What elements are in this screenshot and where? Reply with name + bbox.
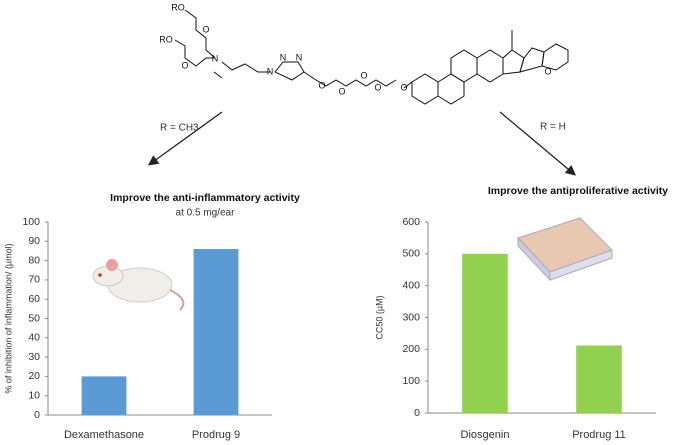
atom-label: RO	[159, 34, 173, 44]
atom-label: O	[544, 66, 551, 76]
y-tick-label: 40	[28, 332, 40, 344]
bar	[81, 376, 127, 415]
y-tick-label: 50	[28, 312, 40, 324]
arrow	[499, 111, 576, 176]
y-tick-label: 100	[22, 216, 40, 228]
y-tick-label: 400	[402, 279, 420, 291]
y-tick-label: 600	[402, 216, 420, 228]
atom-label: O	[338, 86, 345, 96]
atom-label: N	[280, 52, 287, 62]
arrow	[147, 111, 223, 166]
x-tick-label: Dexamethasone	[64, 429, 144, 441]
arrow-label: R = CH3	[160, 123, 199, 134]
y-tick-label: 80	[28, 254, 40, 266]
atom-label: O	[360, 70, 367, 80]
y-tick-label: 0	[414, 407, 420, 419]
y-tick-label: 300	[402, 311, 420, 323]
chart-subtitle: at 0.5 mg/ear	[176, 208, 236, 219]
y-tick-label: 30	[28, 351, 40, 363]
y-axis-label: % of inhibition of inflammation/ (µmol)	[3, 243, 13, 393]
bar	[193, 249, 239, 415]
x-tick-label: Prodrug 11	[572, 429, 626, 441]
y-tick-label: 90	[28, 235, 40, 247]
bar	[462, 253, 508, 413]
atom-label: O	[318, 80, 325, 90]
y-tick-label: 200	[402, 343, 420, 355]
mouse-icon	[92, 259, 185, 311]
y-tick-label: 100	[402, 375, 420, 387]
arrow-label: R = H	[540, 122, 566, 133]
y-tick-label: 0	[34, 409, 40, 421]
chart-title: Improve the antiproliferative activity	[488, 185, 668, 197]
chart-title: Improve the anti-inflammatory activity	[110, 192, 300, 204]
x-tick-label: Diosgenin	[461, 429, 510, 441]
y-axis-label: CC50 (µM)	[374, 295, 384, 339]
y-tick-label: 20	[28, 370, 40, 382]
atom-label: N	[296, 52, 303, 62]
y-tick-label: 10	[28, 389, 40, 401]
atom-label: O	[181, 60, 188, 70]
x-tick-label: Prodrug 9	[192, 429, 240, 441]
plate-icon	[517, 217, 613, 282]
atom-label: O	[400, 82, 407, 92]
bar	[576, 345, 622, 413]
y-tick-label: 70	[28, 274, 40, 286]
molecule-skeleton	[174, 9, 569, 105]
atom-label: O	[202, 24, 209, 34]
atom-label: N	[212, 53, 219, 63]
atom-label: O	[374, 82, 381, 92]
atom-label: N	[267, 66, 274, 76]
atom-label: RO	[171, 2, 185, 12]
y-tick-label: 60	[28, 293, 40, 305]
y-tick-label: 500	[402, 248, 420, 260]
